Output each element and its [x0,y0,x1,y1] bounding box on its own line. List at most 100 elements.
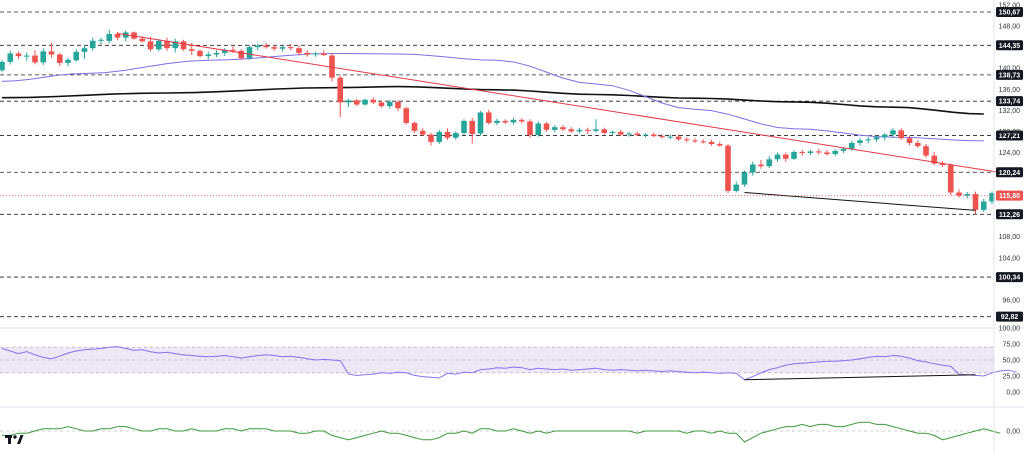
price-tick-label: 136,00 [999,87,1021,94]
rsi-divergence-line [744,374,976,381]
candle-body [494,120,500,123]
candle-body [73,51,80,61]
candle-body [518,119,525,122]
candle-body [642,134,649,136]
candle-body [989,193,995,202]
candle-body [535,123,542,136]
candle-body [527,121,533,136]
candle-body [956,192,962,196]
candle-body [584,129,591,131]
candle-body [205,54,212,57]
candle-body [419,130,426,135]
candle-body [287,47,294,49]
candle-body [56,54,63,63]
candle-body [65,59,71,63]
candle-body [675,136,682,140]
candle-body [593,129,599,131]
candle-body [857,140,863,143]
candle-body [543,123,550,130]
candle-body [502,120,509,123]
candle-body [362,99,368,105]
candle-body [15,53,22,57]
level-tag [996,130,1023,141]
rsi-tick-label: 75,00 [1002,342,1020,349]
descending-trendline [117,32,1001,173]
level-tag [996,272,1023,283]
candle-body [931,155,938,164]
candle-body [428,134,434,142]
price-tick-label: 132,00 [999,108,1021,115]
candle-body [180,41,187,50]
candle-body [898,130,905,139]
level-tag-label: 150,67 [999,10,1021,17]
candle-body [824,152,830,155]
level-tag-label: 127,21 [999,133,1021,140]
price-tick-label: 124,00 [999,150,1021,157]
price-tick-label: 140,00 [999,66,1021,73]
candle-body [758,164,764,167]
candle-body [263,45,269,48]
candle-body [914,142,921,147]
rsi-tick-label: 50,00 [1002,358,1020,365]
candle-body [725,145,731,191]
level-tag [996,7,1023,18]
candle-body [576,129,583,132]
level-tag [996,40,1023,51]
rsi-panel[interactable] [0,346,1017,381]
oscillator-panel[interactable] [0,421,1001,443]
level-tag [996,167,1023,178]
candle-body [320,53,327,56]
candle-body [23,55,30,57]
level-tag [996,69,1023,80]
candle-body [716,144,723,146]
price-panel[interactable] [0,11,1004,318]
candle-body [923,146,929,156]
candle-body [353,100,360,105]
candle-body [7,53,14,62]
candle-body [980,201,987,210]
level-tag-label: 92,82 [1001,314,1019,321]
candle-body [296,48,302,53]
candle-body [378,102,385,107]
candle-body [840,148,847,151]
candle-body [461,120,467,133]
level-tag [996,209,1023,220]
candle-body [395,101,401,109]
oscillator-line [2,421,1001,443]
candle-body [188,49,195,51]
candle-body [279,47,286,49]
candle-body [807,151,814,153]
support-trendline [744,192,976,211]
candle-body [221,49,228,53]
candle-body [312,53,319,55]
candle-body [749,164,756,173]
candle-body [568,129,575,132]
candle-body [172,41,179,49]
candle-body [774,154,781,160]
candle-body [890,130,896,135]
candle-body [964,194,971,196]
price-tick-label: 96,00 [1002,297,1020,304]
candle-body [386,101,393,107]
candle-body [370,99,377,103]
candle-body [560,127,566,130]
candle-body [601,129,608,133]
rsi-tick-label: 0,00 [1006,390,1020,397]
candle-body [81,48,88,52]
candle-body [832,150,839,155]
rsi-line [1,346,1017,381]
candle-body [815,151,822,153]
candle-body [700,141,707,143]
candle-body [477,112,484,134]
candle-body [766,159,773,167]
price-tick-label: 148,00 [999,24,1021,31]
candle-body [939,163,946,166]
candle-body [147,41,154,50]
candle-body [485,112,492,123]
candle-body [881,134,888,138]
candle-body [972,194,979,210]
tradingview-logo-icon[interactable] [4,432,24,446]
price-tick-label: 104,00 [999,255,1021,262]
